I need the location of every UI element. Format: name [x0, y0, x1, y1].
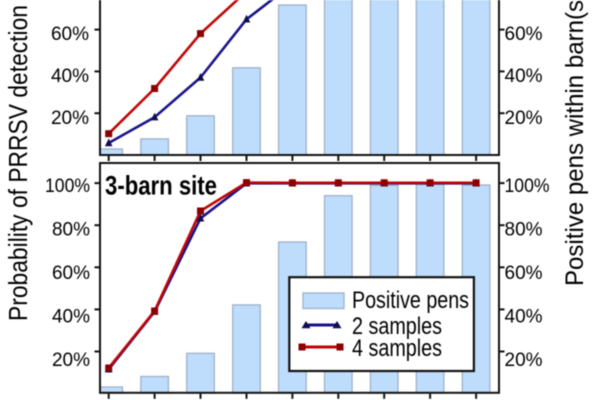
svg-text:Positive pens: Positive pens — [352, 287, 469, 314]
svg-text:40%: 40% — [52, 306, 90, 327]
svg-text:20%: 20% — [505, 108, 543, 129]
svg-text:20%: 20% — [51, 108, 89, 129]
svg-text:Probability of PRRSV detection: Probability of PRRSV detection — [3, 5, 33, 321]
svg-text:40%: 40% — [505, 306, 543, 327]
svg-text:Positive pens within barn(s): Positive pens within barn(s) — [561, 0, 589, 286]
svg-text:20%: 20% — [505, 350, 543, 371]
svg-text:80%: 80% — [52, 219, 90, 240]
svg-text:40%: 40% — [51, 66, 89, 87]
svg-text:60%: 60% — [505, 24, 543, 45]
svg-text:20%: 20% — [52, 350, 90, 371]
svg-text:60%: 60% — [51, 24, 89, 45]
svg-text:40%: 40% — [505, 66, 543, 87]
svg-text:60%: 60% — [505, 263, 543, 284]
svg-text:2 samples: 2 samples — [352, 313, 442, 340]
svg-text:80%: 80% — [505, 219, 543, 240]
svg-text:4 samples: 4 samples — [352, 335, 442, 362]
svg-text:60%: 60% — [52, 263, 90, 284]
svg-text:3-barn site: 3-barn site — [105, 170, 217, 200]
svg-text:100%: 100% — [505, 176, 550, 197]
svg-text:100%: 100% — [45, 176, 90, 197]
